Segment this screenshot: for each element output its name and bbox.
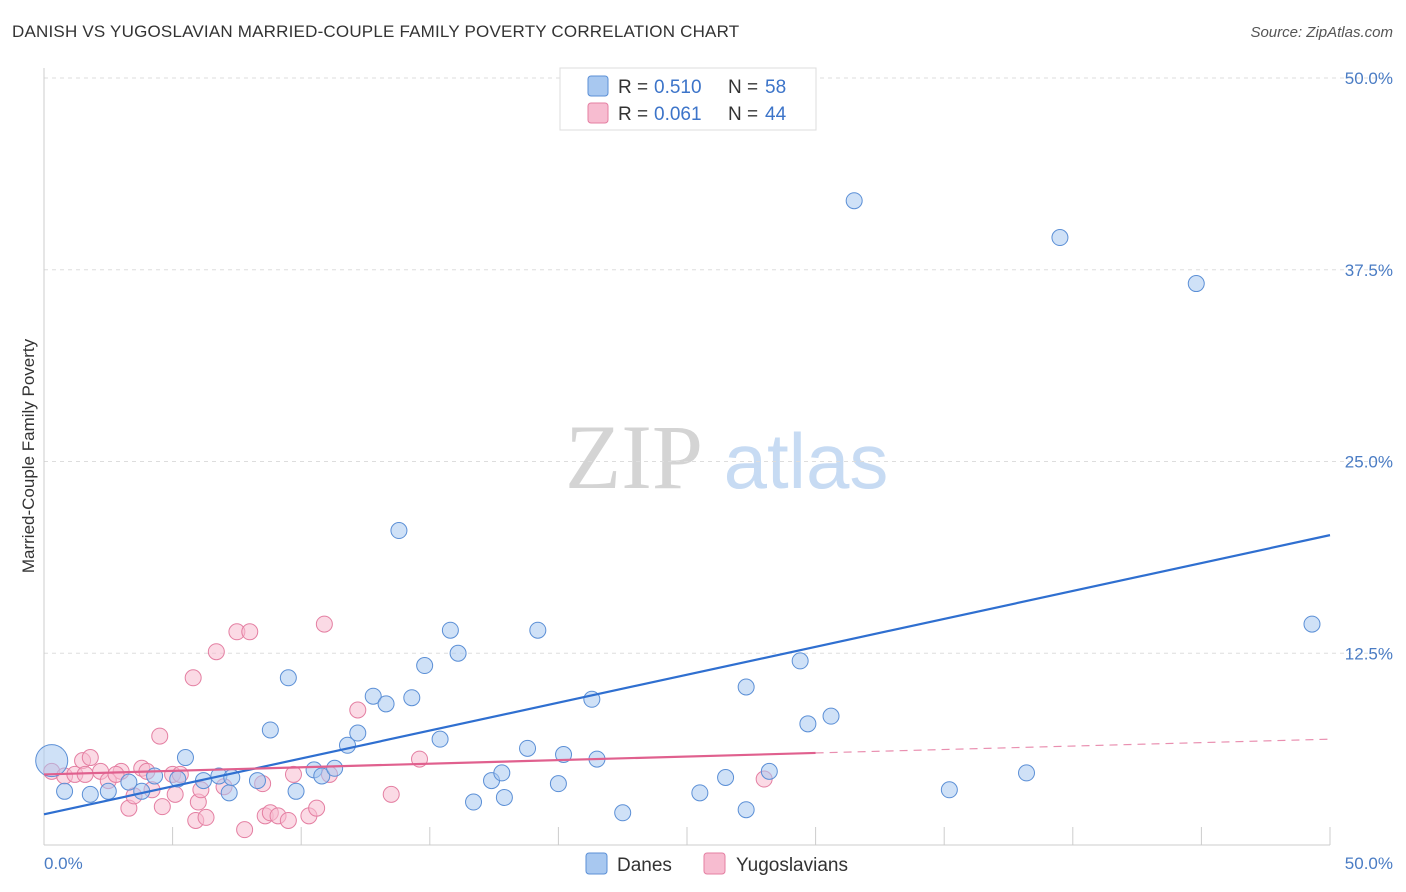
danes-point-2 (81, 785, 99, 803)
yugo-trend-line (43, 751, 816, 776)
danes-point-25 (403, 689, 421, 707)
yugo-point-17 (184, 669, 202, 687)
chart-title: DANISH VS YUGOSLAVIAN MARRIED-COUPLE FAM… (12, 22, 740, 41)
danes-point-33 (495, 788, 513, 806)
yugo-point-37 (382, 785, 400, 803)
legend-danes-r-value: 0.510 (654, 77, 702, 98)
danes-point-29 (449, 644, 467, 662)
danes-point-13 (248, 772, 266, 790)
y-tick-label-1: 25.0% (1345, 453, 1393, 472)
bottom-legend: Danes Yugoslavians (585, 852, 848, 876)
y-tick-label-0: 12.5% (1345, 644, 1393, 663)
yugo-point-42 (166, 785, 184, 803)
danes-point-8 (176, 749, 194, 767)
danes-point-23 (377, 695, 395, 713)
y-tick-labels: 12.5% 25.0% 37.5% 50.0% (1345, 69, 1393, 663)
yugo-point-41 (107, 765, 125, 783)
danes-point-16 (287, 782, 305, 800)
x-tick-label-0: 0.0% (44, 854, 83, 873)
yugo-point-26 (241, 623, 259, 641)
danes-point-44 (737, 801, 755, 819)
danes-point-40 (614, 804, 632, 822)
legend-danes-swatch (587, 75, 609, 97)
yugo-point-31 (284, 765, 302, 783)
danes-point-36 (549, 775, 567, 793)
x-tick-labels: 0.0% 50.0% (44, 854, 1393, 873)
danes-point-21 (349, 724, 367, 742)
yugo-point-13 (151, 727, 169, 745)
danes-point-26 (416, 657, 434, 675)
danes-point-22 (364, 687, 382, 705)
danes-point-48 (822, 707, 840, 725)
danes-point-1 (56, 782, 74, 800)
danes-point-49 (845, 192, 863, 210)
danes-point-45 (760, 762, 778, 780)
danes-point-47 (799, 715, 817, 733)
danes-point-35 (529, 621, 547, 639)
legend-danes-n-label: N = (728, 77, 758, 98)
legend: R = 0.510 N = 58 R = 0.061 N = 44 (559, 67, 817, 131)
danes-point-19 (326, 759, 344, 777)
danes-point-4 (120, 773, 138, 791)
danes-point-43 (737, 678, 755, 696)
danes-point-14 (261, 721, 279, 739)
y-axis-label: Married-Couple Family Poverty (19, 338, 38, 573)
danes-point-52 (1051, 229, 1069, 247)
danes-point-46 (791, 652, 809, 670)
yugo-point-22 (207, 643, 225, 661)
y-tick-label-3: 50.0% (1345, 69, 1393, 88)
trend-lines (43, 534, 1331, 816)
danes-point-3 (99, 782, 117, 800)
y-tick-label-2: 37.5% (1345, 261, 1393, 280)
danes-point-53 (1187, 275, 1205, 293)
danes-point-51 (1018, 764, 1036, 782)
yugo-point-34 (315, 615, 333, 633)
bottom-legend-danes-label: Danes (617, 855, 672, 876)
danes-point-0 (35, 744, 69, 778)
danes-point-50 (940, 781, 958, 799)
yugo-trend-extension (815, 738, 1331, 754)
legend-danes-r-label: R = (618, 77, 648, 98)
yugo-point-14 (153, 798, 171, 816)
yugo-point-4 (81, 749, 99, 767)
danes-point-54 (1303, 615, 1321, 633)
legend-yugo-r-label: R = (618, 104, 648, 125)
axes (43, 68, 1331, 846)
yugo-point-33 (308, 799, 326, 817)
yugo-point-30 (279, 811, 297, 829)
watermark-zip: ZIP (565, 406, 703, 508)
bottom-legend-yugo-swatch (703, 852, 726, 875)
bottom-legend-danes-swatch (585, 852, 608, 875)
legend-yugo-r-value: 0.061 (654, 104, 702, 125)
yugo-point-25 (236, 821, 254, 839)
danes-point-34 (519, 739, 537, 757)
danes-point-32 (493, 764, 511, 782)
danes-point-11 (220, 784, 238, 802)
bottom-legend-yugo-label: Yugoslavians (736, 855, 848, 876)
danes-point-18 (313, 767, 331, 785)
danes-point-28 (441, 621, 459, 639)
legend-yugo-n-label: N = (728, 104, 758, 125)
legend-yugo-swatch (587, 102, 609, 124)
yugo-point-36 (349, 701, 367, 719)
x-tick-label-1: 50.0% (1345, 854, 1393, 873)
danes-trend-line (43, 534, 1331, 816)
danes-point-27 (431, 730, 449, 748)
danes-point-41 (691, 784, 709, 802)
yugo-point-21 (197, 808, 215, 826)
danes-point-24 (390, 522, 408, 540)
danes-point-42 (717, 769, 735, 787)
source-label: Source: ZipAtlas.com (1250, 24, 1393, 41)
legend-danes-n-value: 58 (765, 77, 786, 98)
legend-yugo-n-value: 44 (765, 104, 787, 125)
yugoslavians-points (43, 615, 773, 839)
danes-point-30 (465, 793, 483, 811)
danes-point-37 (555, 745, 573, 763)
danes-point-15 (279, 669, 297, 687)
